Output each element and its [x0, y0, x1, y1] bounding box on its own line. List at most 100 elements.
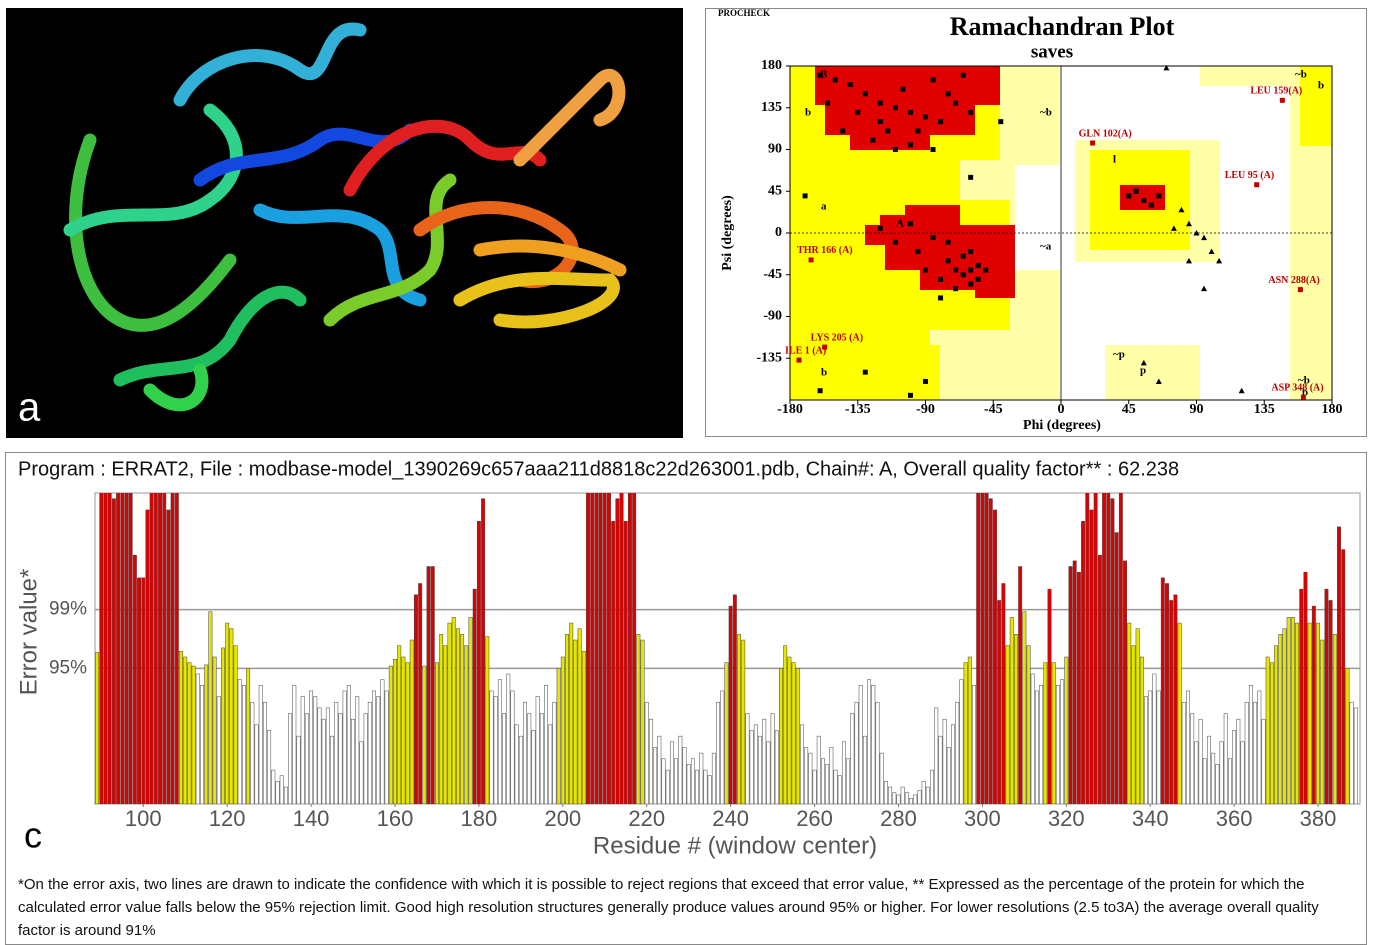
bar [1253, 701, 1258, 804]
bar [934, 707, 939, 804]
region-label: ~b [1040, 107, 1052, 119]
bar [271, 769, 276, 804]
bar [334, 701, 339, 804]
bar [1106, 493, 1111, 804]
bar [1076, 571, 1081, 804]
bar [1148, 690, 1153, 804]
glycine-point [1178, 206, 1185, 213]
bar [225, 622, 230, 804]
bar [573, 639, 578, 804]
residue-point [923, 267, 928, 273]
residue-point [945, 239, 951, 245]
y-tick-label: -90 [763, 309, 782, 324]
bar [380, 679, 385, 804]
bar [812, 769, 817, 804]
outlier-point [796, 357, 802, 363]
residue-point [900, 86, 906, 92]
outlier-point [1300, 394, 1306, 400]
bar [1349, 701, 1354, 804]
bar [409, 639, 414, 804]
bar [674, 758, 679, 804]
bar [1311, 605, 1316, 804]
bar [690, 758, 695, 804]
residue-point [1148, 202, 1154, 208]
glycine-point [1201, 285, 1208, 292]
bar [1165, 583, 1169, 804]
bar [1269, 662, 1274, 804]
bar [862, 735, 867, 804]
bar [283, 786, 288, 804]
chart-subtitle: saves [1031, 41, 1073, 62]
bar [216, 696, 221, 804]
bar [359, 741, 364, 804]
bar [1177, 622, 1182, 804]
bar [388, 665, 393, 804]
residue-point [968, 267, 974, 273]
residue-point [1156, 193, 1162, 199]
residue-point [945, 258, 951, 264]
residue-point [968, 109, 974, 115]
bar [892, 792, 897, 804]
y-tick-label: 135 [761, 100, 782, 115]
bar [1223, 713, 1228, 804]
bar [141, 577, 146, 804]
bar [1034, 690, 1039, 804]
residue-point [802, 193, 808, 199]
bar [657, 735, 662, 804]
bar [594, 493, 599, 804]
bar [304, 713, 309, 804]
errat-plot: Program : ERRAT2, File : modbase-model_1… [15, 458, 1361, 859]
outlier-point [1297, 287, 1303, 293]
x-tick-label: 90 [1190, 402, 1204, 417]
residue-point [998, 119, 1004, 125]
bar [1131, 645, 1136, 804]
bar [166, 509, 171, 804]
bar [930, 769, 934, 804]
protein-image: a [6, 8, 683, 438]
bar [229, 628, 234, 804]
bar [1337, 526, 1341, 804]
bar [833, 769, 838, 804]
bar [464, 645, 469, 804]
outlier-label: THR 166 (A) [797, 245, 853, 256]
bar [111, 498, 116, 804]
bar [1114, 532, 1119, 804]
bar [732, 594, 737, 804]
residue-point [960, 72, 966, 78]
bar [644, 701, 649, 804]
residue-point [862, 369, 868, 375]
x-tick-label: 380 [1300, 806, 1337, 831]
bar [1181, 701, 1186, 804]
bar [158, 493, 162, 804]
x-tick-label: 260 [796, 806, 833, 831]
bar [497, 679, 502, 804]
bar [783, 645, 788, 804]
residue-point [945, 91, 951, 97]
residue-point [1133, 188, 1139, 194]
x-tick-label: 300 [964, 806, 1001, 831]
bar [363, 713, 368, 804]
bar [309, 690, 314, 804]
bar [615, 498, 620, 804]
bar [749, 730, 754, 804]
bar [1060, 679, 1065, 804]
bar [586, 493, 590, 804]
bar [531, 730, 536, 804]
bar [1102, 493, 1107, 804]
bar [850, 713, 855, 804]
residue-point [915, 128, 921, 134]
bar [430, 566, 435, 804]
outlier-label: GLN 102(A) [1079, 128, 1132, 139]
bar [1290, 617, 1295, 804]
bar [804, 747, 809, 804]
glycine-point [1163, 64, 1170, 71]
bar [1353, 707, 1358, 804]
bar [1320, 639, 1325, 804]
bar [426, 566, 431, 804]
bar [451, 617, 456, 804]
x-tick-label: 160 [377, 806, 414, 831]
bar [741, 639, 746, 804]
residue-point [960, 253, 966, 259]
bar [581, 651, 586, 804]
